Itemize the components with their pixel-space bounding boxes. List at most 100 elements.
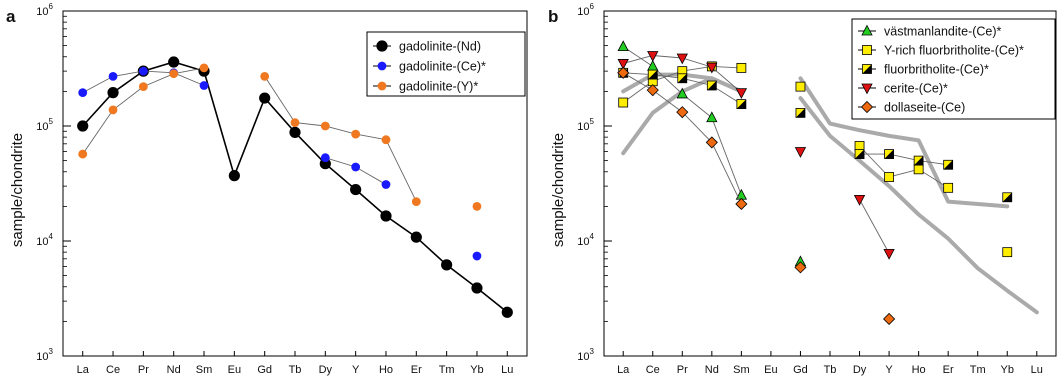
data-point-Sm xyxy=(199,81,209,90)
x-tick-label-Ho: Ho xyxy=(912,364,926,376)
x-tick-label-Er: Er xyxy=(411,364,422,376)
legend-marker xyxy=(377,61,387,71)
data-point-Tm xyxy=(441,259,453,271)
data-point-Y xyxy=(883,249,895,260)
legend-marker xyxy=(376,40,388,52)
data-point-Ce xyxy=(646,84,659,97)
data-point-Gd xyxy=(795,81,806,92)
y-tick-label: 106 xyxy=(36,2,53,18)
data-point-La xyxy=(77,120,89,132)
x-tick-label-Lu: Lu xyxy=(1031,364,1043,376)
legend-box xyxy=(366,31,526,97)
data-point-Y xyxy=(351,129,361,139)
x-tick-label-Tb: Tb xyxy=(824,364,837,376)
data-point-Sm xyxy=(199,63,209,73)
panel-b: b sample/chondrite xyxy=(548,7,567,247)
data-point-Yb xyxy=(1002,192,1013,203)
data-point-La xyxy=(617,59,629,70)
x-tick-label-Yb: Yb xyxy=(1001,364,1014,376)
data-point-Tb xyxy=(290,118,300,128)
x-tick-label-Eu: Eu xyxy=(764,364,777,376)
data-point-Dy xyxy=(320,121,330,131)
data-point-Nd xyxy=(168,56,180,68)
data-point-Yb xyxy=(471,282,483,294)
data-point-Nd xyxy=(705,136,718,149)
data-point-Ce xyxy=(108,105,118,115)
plot-area-a: 103 104 105 106 La Ce Pr Nd Sm Eu Gd Tb Dy Y Ho Er Tm Yb L… xyxy=(36,2,528,376)
legend-marker xyxy=(860,100,874,114)
x-tick-label-La: La xyxy=(77,364,90,376)
x-tick-label-Ho: Ho xyxy=(379,364,393,376)
data-point-Pr xyxy=(677,73,688,84)
legend-marker xyxy=(861,24,873,36)
y-tick-label: 104 xyxy=(577,232,594,248)
y-tick-label: 106 xyxy=(577,2,594,18)
data-point-Yb xyxy=(472,201,482,211)
data-point-Pr xyxy=(138,66,148,76)
y-tick-label: 105 xyxy=(36,117,53,133)
legend-marker xyxy=(862,45,872,55)
data-point-Er xyxy=(943,182,954,193)
legend-entry: Y-rich fluorbritholite-(Ce)* xyxy=(884,44,1024,58)
series-line xyxy=(859,145,949,189)
data-point-Nd xyxy=(706,111,718,123)
data-point-Eu xyxy=(228,170,240,182)
x-tick-label-Y: Y xyxy=(352,364,360,376)
data-point-Dy xyxy=(320,153,330,163)
data-point-Ce xyxy=(647,51,659,62)
series-3 xyxy=(617,51,895,260)
data-point-La xyxy=(78,149,88,159)
data-point-Tb xyxy=(289,126,301,138)
series-line xyxy=(859,199,890,254)
data-point-Y xyxy=(883,312,896,326)
legend-entry: gadolinite-(Ce)* xyxy=(399,60,486,74)
x-tick-label-Ce: Ce xyxy=(106,364,120,376)
legend-b: västmanlandite-(Ce)* Y-rich fluorbritholi… xyxy=(851,18,1056,120)
panel-a-label: a xyxy=(6,7,16,26)
series-line xyxy=(264,76,417,202)
legend-entry: gadolinite-(Y)* xyxy=(399,80,478,94)
series-line xyxy=(859,153,949,166)
x-tick-label-Dy: Dy xyxy=(319,364,333,376)
x-tick-label-Ce: Ce xyxy=(646,364,660,376)
data-point-La xyxy=(617,40,629,52)
panel-b-label: b xyxy=(548,7,558,26)
x-tick-label-Sm: Sm xyxy=(196,364,213,376)
plot-area-b: 103 104 105 106 La Ce Pr Nd Sm Eu Gd Tb Dy Y Ho Er Tm Yb L… xyxy=(577,2,1057,376)
data-point-Gd xyxy=(794,261,807,274)
y-tick-label: 103 xyxy=(36,347,53,363)
series-0 xyxy=(617,40,807,267)
x-tick-label-Nd: Nd xyxy=(705,364,719,376)
data-point-Pr xyxy=(676,87,688,99)
reference-line-3 xyxy=(798,96,1039,315)
data-point-Nd xyxy=(706,62,718,74)
data-point-Sm xyxy=(735,197,748,211)
data-point-Sm xyxy=(736,63,747,73)
x-tick-label-Lu: Lu xyxy=(501,364,513,376)
data-point-La xyxy=(78,88,88,98)
data-point-Pr xyxy=(138,82,148,92)
legend-a: gadolinite-(Nd) gadolinite-(Ce)* gadolinit… xyxy=(366,31,526,97)
x-tick-label-Tm: Tm xyxy=(970,364,986,376)
data-point-Dy xyxy=(854,141,865,151)
data-point-Ho xyxy=(380,210,392,222)
legend-box xyxy=(851,18,1056,120)
series-line xyxy=(82,67,205,155)
data-point-Gd xyxy=(259,92,271,104)
data-point-Er xyxy=(410,231,422,243)
data-point-Sm xyxy=(736,99,747,110)
data-point-Ce xyxy=(647,60,659,71)
data-point-Dy xyxy=(854,149,865,159)
data-point-Gd xyxy=(795,107,806,118)
data-point-Y xyxy=(884,172,894,182)
data-point-La xyxy=(617,66,630,79)
series-line xyxy=(82,61,508,313)
data-point-Gd xyxy=(260,71,270,81)
data-point-Dy xyxy=(853,195,866,206)
data-point-Y xyxy=(350,183,362,196)
x-tick-label-Gd: Gd xyxy=(793,364,808,376)
y-tick-label: 105 xyxy=(577,117,594,133)
legend-marker xyxy=(861,83,873,95)
data-point-Er xyxy=(411,197,421,207)
